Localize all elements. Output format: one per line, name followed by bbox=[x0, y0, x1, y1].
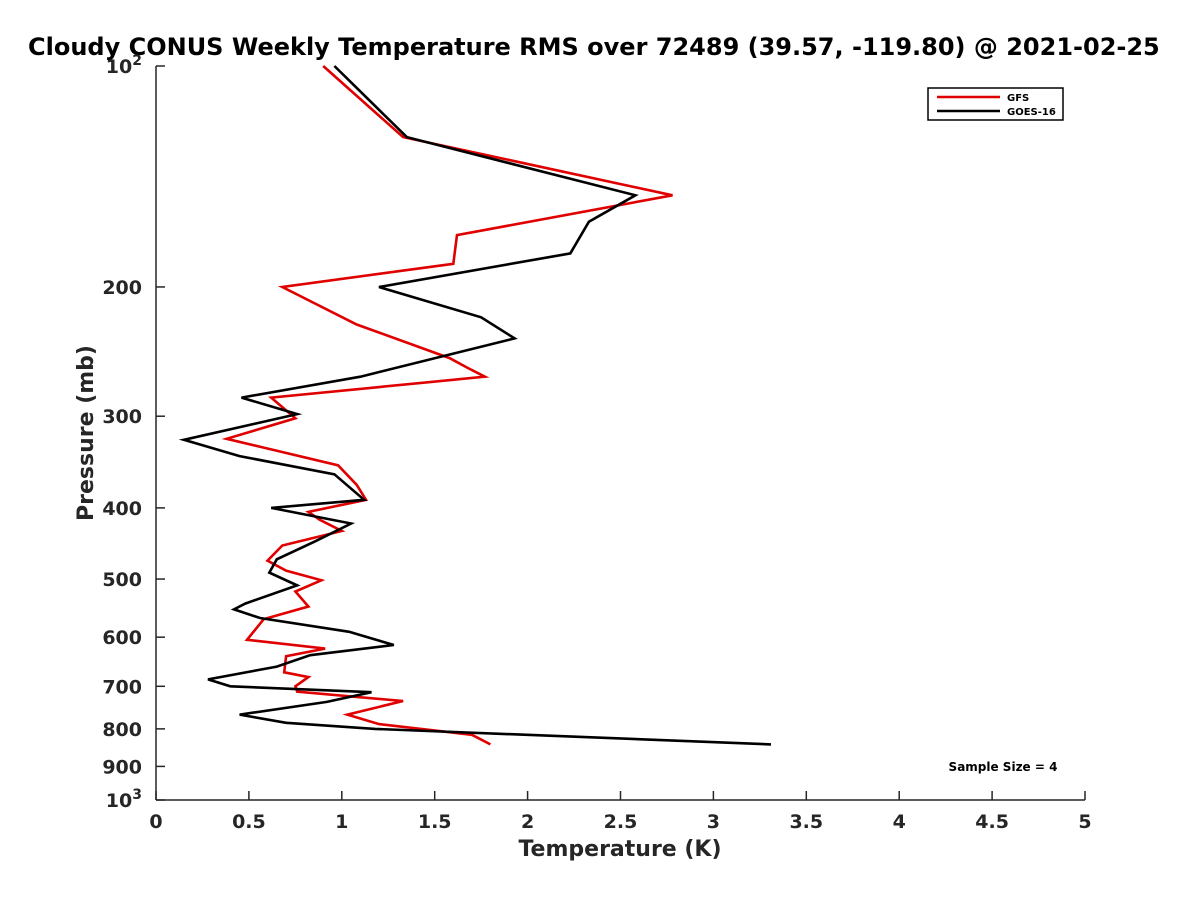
x-tick-label: 0 bbox=[149, 811, 162, 833]
series-line-gfs bbox=[221, 65, 673, 746]
x-tick-label: 5 bbox=[1078, 811, 1091, 833]
y-tick-label: 200 bbox=[102, 277, 142, 299]
y-tick-label: 400 bbox=[102, 498, 142, 520]
series-group bbox=[178, 65, 772, 746]
legend-label: GFS bbox=[1007, 93, 1029, 104]
legend-box bbox=[927, 87, 1064, 121]
y-tick-label: 300 bbox=[102, 406, 142, 428]
y-tick-label: 800 bbox=[102, 719, 142, 741]
y-tick-label: 102 bbox=[106, 53, 142, 78]
series-line-goes-16 bbox=[178, 65, 772, 746]
sample-size-annotation: Sample Size = 4 bbox=[949, 760, 1058, 774]
y-tick-label: 600 bbox=[102, 627, 142, 649]
x-tick-label: 4 bbox=[893, 811, 906, 833]
legend: GFS GOES-16 bbox=[927, 87, 1064, 121]
y-tick-label: 500 bbox=[102, 569, 142, 591]
legend-label: GOES-16 bbox=[1007, 107, 1056, 118]
y-tick-label: 900 bbox=[102, 756, 142, 778]
y-tick-label: 700 bbox=[102, 676, 142, 698]
x-tick-label: 2 bbox=[521, 811, 534, 833]
x-tick-label: 3.5 bbox=[789, 811, 823, 833]
x-tick-label: 0.5 bbox=[232, 811, 266, 833]
x-tick-label: 1.5 bbox=[418, 811, 452, 833]
x-tick-label: 2.5 bbox=[604, 811, 638, 833]
x-tick-label: 1 bbox=[335, 811, 348, 833]
x-tick-label: 4.5 bbox=[975, 811, 1009, 833]
y-ticks: 102 200 300 400 500 600 700 800 900 103 bbox=[102, 53, 165, 812]
x-axis-label: Temperature (K) bbox=[518, 837, 721, 862]
x-tick-label: 3 bbox=[707, 811, 720, 833]
y-tick-label: 103 bbox=[106, 787, 142, 812]
chart-title: Cloudy CONUS Weekly Temperature RMS over… bbox=[28, 33, 1160, 61]
y-axis-label: Pressure (mb) bbox=[74, 345, 99, 521]
x-ticks: 0 0.5 1 1.5 2 2.5 3 3.5 4 4.5 5 bbox=[149, 791, 1092, 833]
